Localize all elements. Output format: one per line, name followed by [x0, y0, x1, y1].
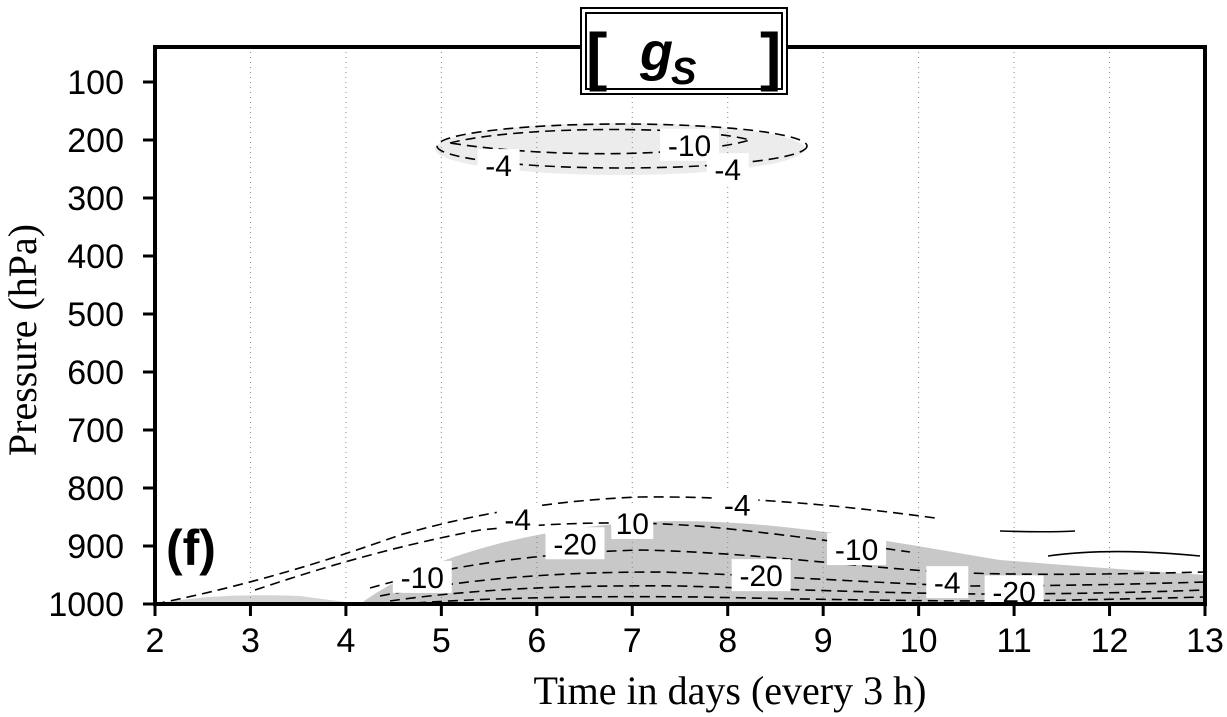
- x-axis-title: Time in days (every 3 h): [534, 668, 927, 713]
- y-tick-label: 1000: [48, 586, 124, 624]
- positive-contour-a: [999, 530, 1076, 533]
- x-tick-label: 6: [527, 622, 546, 660]
- contour-lines: [154, 123, 1206, 605]
- contour-label: -4: [926, 566, 969, 600]
- lower-contour-20: [369, 549, 1206, 589]
- lower-contour-b: [389, 585, 1206, 602]
- x-tick-label: 11: [996, 622, 1031, 660]
- svg-text:-4: -4: [504, 504, 531, 537]
- y-tick-label: 800: [67, 470, 124, 508]
- lower-contour-c: [399, 595, 1206, 605]
- positive-contour-b: [1047, 550, 1201, 557]
- svg-text:-10: -10: [835, 534, 878, 567]
- contour-label: -20: [731, 559, 791, 593]
- title-open-bracket: [: [586, 20, 607, 92]
- svg-text:-4: -4: [485, 150, 512, 183]
- svg-text:-20: -20: [553, 528, 596, 561]
- chart-title: [ g S ]: [580, 7, 788, 95]
- x-tick-label: 2: [146, 622, 165, 660]
- contour-label: -20: [545, 527, 605, 561]
- y-tick-label: 500: [67, 296, 124, 334]
- contour-label: -10: [660, 128, 720, 163]
- y-tick-label: 300: [67, 180, 124, 218]
- x-tick-label: 13: [1186, 622, 1224, 660]
- svg-text:-10: -10: [668, 130, 711, 163]
- contour-label: -10: [827, 533, 887, 567]
- x-tick-label: 5: [432, 622, 451, 660]
- y-tick-label: 700: [67, 412, 124, 450]
- svg-text:-4: -4: [714, 154, 741, 187]
- x-tick-label: 12: [1091, 622, 1129, 660]
- title-variable: g: [639, 22, 673, 82]
- contour-label: -4: [706, 153, 749, 187]
- svg-text:-20: -20: [739, 560, 782, 593]
- y-axis: 100 200 300 400 500 600 700 800 900 1000: [48, 64, 155, 624]
- contour-label: -10: [392, 560, 452, 595]
- svg-text:-10: -10: [401, 562, 444, 595]
- contour-label: -4: [477, 149, 520, 183]
- x-tick-label: 8: [718, 622, 737, 660]
- lower-contour-10: [254, 522, 911, 591]
- svg-text:-4: -4: [724, 489, 751, 522]
- y-tick-label: 900: [67, 528, 124, 566]
- x-axis: 2 3 4 5 6 7 8 9 10 11 12 13: [146, 604, 1224, 660]
- panel-label: (f): [166, 520, 216, 576]
- contour-label: -4: [716, 488, 759, 522]
- svg-text:10: 10: [616, 508, 649, 541]
- y-tick-label: 400: [67, 238, 124, 276]
- x-tick-label: 3: [241, 622, 260, 660]
- y-tick-label: 600: [67, 354, 124, 392]
- contour-label: 10: [611, 506, 654, 541]
- y-axis-title: Pressure (hPa): [0, 224, 45, 456]
- y-tick-label: 100: [67, 64, 124, 102]
- svg-text:-4: -4: [934, 567, 961, 600]
- title-close-bracket: ]: [760, 20, 781, 92]
- contour-label: -4: [496, 502, 539, 537]
- x-tick-label: 10: [900, 622, 938, 660]
- y-tick-label: 200: [67, 122, 124, 160]
- x-tick-label: 9: [814, 622, 833, 660]
- upper-contour-outer: [436, 123, 808, 169]
- title-subscript: S: [671, 51, 696, 93]
- x-tick-label: 7: [623, 622, 642, 660]
- x-tick-label: 4: [336, 622, 355, 660]
- lower-contour-a: [379, 571, 1206, 597]
